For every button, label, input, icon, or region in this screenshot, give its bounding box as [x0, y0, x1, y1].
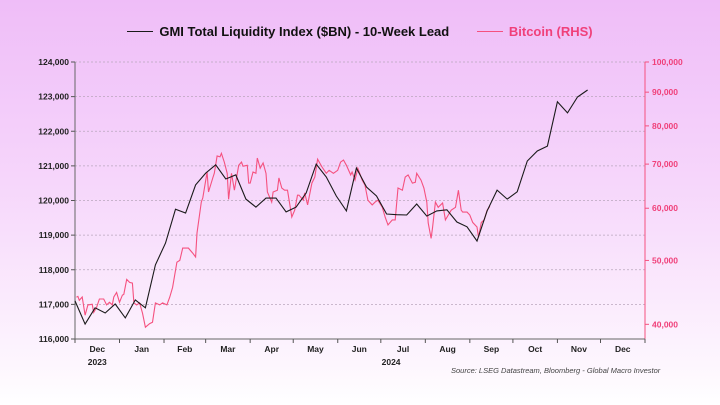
x-tick-label: Feb — [177, 344, 192, 354]
x-tick-label: Jul — [397, 344, 409, 354]
legend-label-bitcoin: Bitcoin (RHS) — [508, 23, 593, 39]
legend-swatch-bitcoin — [476, 30, 503, 32]
x-tick-label: Mar — [220, 344, 236, 354]
x-tick-label: Nov — [571, 344, 587, 354]
right-tick-label: 60,000 — [652, 203, 678, 213]
legend-item-liquidity: GMI Total Liquidity Index ($BN) - 10-Wee… — [127, 24, 449, 39]
year-label: 2024 — [382, 357, 401, 367]
bitcoin-line — [76, 151, 491, 329]
left-tick-label: 122,000 — [38, 126, 69, 136]
x-tick-label: Oct — [528, 344, 542, 354]
left-tick-label: 124,000 — [38, 57, 69, 67]
right-tick-label: 100,000 — [652, 57, 683, 67]
x-tick-label: May — [307, 344, 324, 354]
right-tick-label: 70,000 — [652, 159, 678, 169]
x-tick-label: Jun — [352, 344, 367, 354]
x-tick-label: Dec — [89, 344, 105, 354]
liquidity-line — [74, 89, 588, 326]
legend-label-liquidity: GMI Total Liquidity Index ($BN) - 10-Wee… — [159, 23, 450, 39]
left-tick-label: 116,000 — [39, 334, 70, 344]
right-tick-label: 90,000 — [652, 87, 678, 97]
right-tick-label: 40,000 — [652, 319, 678, 329]
legend: GMI Total Liquidity Index ($BN) - 10-Wee… — [0, 20, 720, 39]
left-tick-label: 123,000 — [38, 92, 69, 102]
year-label: 2023 — [88, 357, 107, 367]
left-tick-label: 120,000 — [38, 196, 69, 206]
x-tick-label: Sep — [484, 344, 500, 354]
legend-item-bitcoin: Bitcoin (RHS) — [476, 23, 593, 39]
x-tick-label: Jan — [134, 344, 149, 354]
x-tick-label: Aug — [439, 344, 456, 354]
x-tick-label: Dec — [615, 344, 631, 354]
legend-swatch-liquidity — [127, 30, 154, 32]
left-tick-label: 118,000 — [39, 265, 70, 275]
right-tick-label: 80,000 — [652, 121, 678, 131]
right-tick-label: 50,000 — [652, 255, 678, 265]
left-tick-label: 117,000 — [39, 299, 70, 309]
left-tick-label: 119,000 — [39, 230, 70, 240]
left-tick-label: 121,000 — [38, 161, 69, 171]
source-note: Source: LSEG Datastream, Bloomberg - Glo… — [451, 366, 661, 375]
x-tick-label: Apr — [264, 344, 279, 354]
